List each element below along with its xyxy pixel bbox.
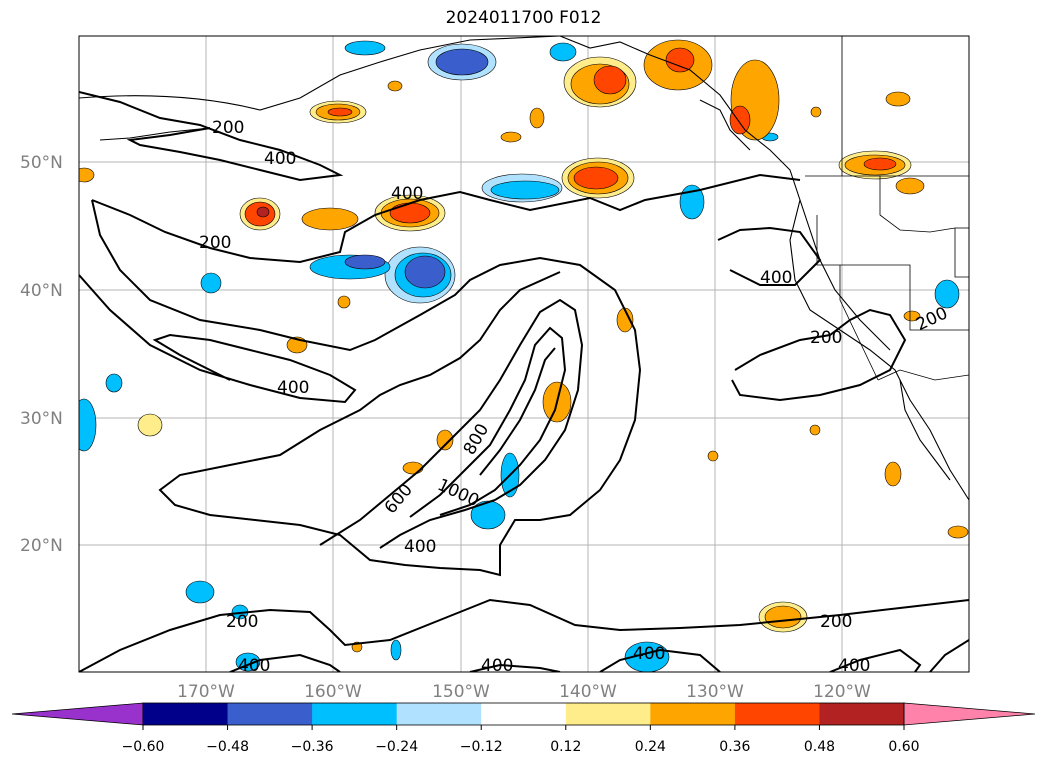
colorbar-tick-label: 0.48	[804, 739, 835, 755]
blob-positive	[809, 424, 821, 436]
colorbar-segment	[650, 703, 736, 725]
blob-positive	[389, 202, 431, 224]
colorbar-segment	[734, 703, 820, 725]
blob-negative	[390, 639, 402, 661]
contour-label: 400	[838, 656, 870, 676]
lat-label: 40°N	[20, 281, 63, 301]
blob-positive	[903, 310, 921, 322]
blob-negative	[185, 580, 215, 604]
blob-positive	[500, 131, 522, 143]
contour-label: 200	[820, 612, 852, 632]
blob-positive	[529, 107, 545, 129]
blob-positive	[884, 461, 902, 487]
colorbar-tick-label: −0.60	[122, 739, 165, 755]
blob-positive	[436, 429, 454, 451]
colorbar-segment	[565, 703, 651, 725]
blob-positive	[947, 525, 969, 539]
blob-positive	[387, 80, 403, 92]
coastlines	[79, 36, 969, 501]
blob-positive	[337, 295, 351, 309]
colorbar-tick-label: −0.36	[291, 739, 334, 755]
blob-positive	[137, 413, 163, 437]
colorbar-tick-label: −0.48	[206, 739, 249, 755]
colorbar-extend-high	[903, 702, 1036, 726]
blob-positive	[810, 106, 822, 118]
colorbar-segment	[227, 703, 313, 725]
blob-negative	[79, 398, 97, 452]
contour-label: 400	[633, 644, 665, 664]
blob-positive	[707, 450, 719, 462]
filled-contours	[79, 39, 969, 672]
lon-label: 120°W	[813, 682, 871, 702]
contour-label: 400	[760, 268, 792, 288]
blob-negative	[200, 272, 222, 294]
contour-label: 400	[277, 378, 309, 398]
blob-positive	[764, 605, 802, 629]
lat-label: 50°N	[20, 153, 63, 173]
contour-label: 400	[481, 656, 513, 676]
blob-positive	[885, 91, 911, 107]
contour-lines	[79, 91, 969, 672]
blob-negative	[490, 180, 560, 200]
contour-label: 200	[810, 328, 842, 348]
blob-negative	[934, 279, 960, 309]
blob-negative	[344, 40, 386, 56]
blob-positive	[593, 65, 627, 95]
colorbar-tick-label: −0.12	[460, 739, 503, 755]
map-area: 200 400 200 400 400 800 600 1000 400 400…	[79, 36, 969, 676]
colorbar: −0.60 −0.48 −0.36 −0.24 −0.12 0.12 0.24 0.36 0.4…	[11, 702, 1036, 755]
colorbar-segment	[819, 703, 905, 725]
blob-positive	[327, 107, 353, 117]
colorbar-tick-label: −0.24	[375, 739, 418, 755]
colorbar-segment	[143, 703, 229, 725]
colorbar-segment	[312, 703, 398, 725]
lon-label: 150°W	[432, 682, 490, 702]
colorbar-tick-label: 0.12	[550, 739, 581, 755]
contour-label: 400	[238, 656, 270, 676]
contour-labels: 200 400 200 400 400 800 600 1000 400 400…	[199, 118, 951, 676]
colorbar-tick-label: 0.36	[719, 739, 750, 755]
longitude-labels: 170°W 160°W 150°W 140°W 130°W 120°W	[177, 682, 871, 702]
blob-positive	[895, 177, 925, 195]
contour-label: 400	[391, 184, 423, 204]
blob-positive	[665, 47, 695, 73]
borders	[805, 36, 969, 381]
map-title: 2024011700 F012	[445, 8, 602, 28]
blob-negative	[344, 254, 386, 270]
blob-positive	[729, 105, 751, 135]
blob-negative	[404, 255, 446, 289]
blob-positive	[256, 206, 270, 218]
blob-negative	[435, 48, 489, 76]
lon-label: 130°W	[686, 682, 744, 702]
colorbar-segment	[396, 703, 482, 725]
blob-positive	[402, 461, 424, 475]
colorbar-tick-label: 0.60	[888, 739, 919, 755]
lon-label: 140°W	[559, 682, 617, 702]
colorbar-extend-low	[11, 702, 144, 726]
contour-label: 200	[212, 118, 244, 138]
blob-negative	[549, 42, 577, 62]
lon-label: 170°W	[177, 682, 235, 702]
blob-positive	[863, 157, 897, 171]
lat-label: 30°N	[20, 409, 63, 429]
blob-positive	[301, 207, 359, 231]
blob-positive	[573, 166, 619, 190]
colorbar-segment	[481, 703, 567, 725]
contour-label: 200	[226, 612, 258, 632]
contour-label: 400	[264, 149, 296, 169]
map-frame	[78, 35, 970, 673]
blob-positive	[79, 167, 95, 183]
colorbar-tick-label: 0.24	[635, 739, 666, 755]
lon-label: 160°W	[304, 682, 362, 702]
blob-negative	[470, 500, 506, 530]
blob-negative	[105, 373, 123, 393]
contour-label: 400	[404, 537, 436, 557]
contour-label: 200	[199, 233, 231, 253]
lat-label: 20°N	[20, 536, 63, 556]
latitude-labels: 50°N 40°N 30°N 20°N	[20, 153, 63, 556]
